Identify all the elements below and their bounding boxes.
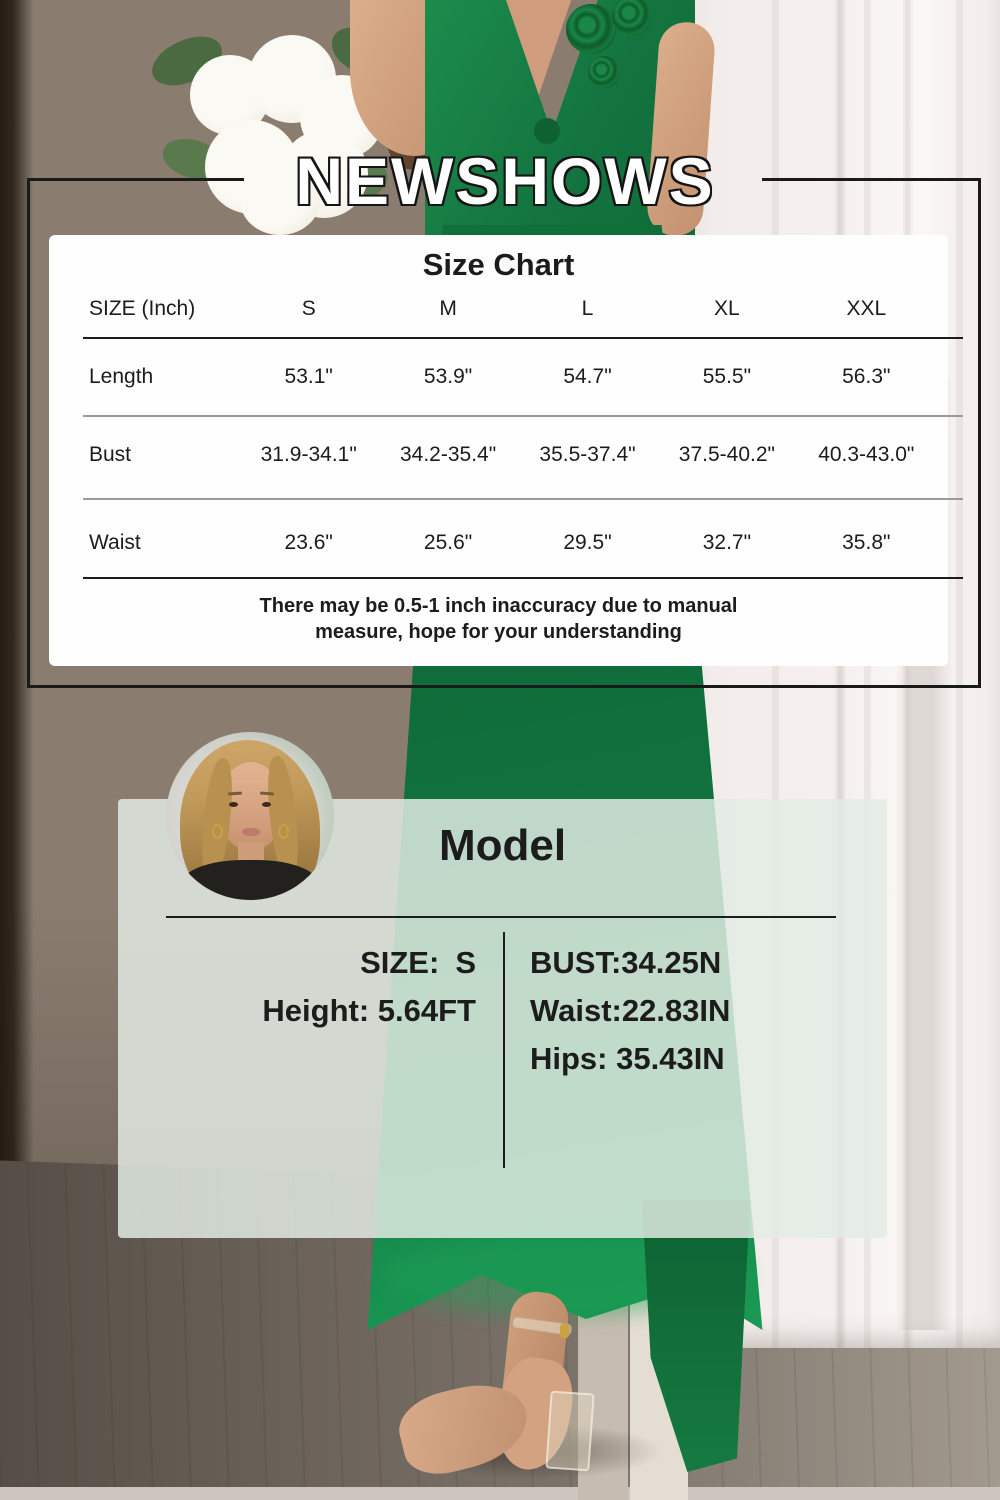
cell-value: 54.7" xyxy=(563,365,612,388)
column-header-s: S xyxy=(301,297,316,320)
model-size-value: S xyxy=(455,945,476,980)
model-size-label: SIZE: xyxy=(360,945,440,980)
column-header-xl: XL xyxy=(714,297,740,320)
cell-value: 53.1" xyxy=(284,365,333,388)
model-divider-horizontal xyxy=(166,916,836,918)
cell-value: 56.3" xyxy=(842,365,891,388)
table-row-waist: Waist 23.6" 25.6" 29.5" 32.7" 35.8" xyxy=(89,525,936,561)
dress-rosette xyxy=(588,56,620,88)
portrait-eye xyxy=(262,802,271,807)
model-stats-left: SIZE: S Height: 5.64FT xyxy=(128,939,476,1035)
bouquet-flower xyxy=(240,165,320,235)
row-label: Waist xyxy=(89,531,141,554)
disclaimer-line-1: There may be 0.5-1 inch inaccuracy due t… xyxy=(259,595,738,617)
cell-value: 32.7" xyxy=(702,531,752,554)
model-section-title: Model xyxy=(438,821,567,870)
model-height: Height: 5.64FT xyxy=(262,993,476,1028)
cell-value: 40.3-43.0" xyxy=(818,443,915,466)
dress-rosette xyxy=(612,0,652,36)
background-floor-edge xyxy=(0,1487,1000,1500)
size-chart-title: Size Chart xyxy=(422,247,575,282)
portrait-lips xyxy=(242,828,260,836)
portrait-clothing xyxy=(182,860,318,900)
portrait-earring xyxy=(278,824,289,839)
column-header-xxl: XXL xyxy=(846,297,887,320)
cell-value: 35.5-37.4" xyxy=(539,443,636,466)
model-bust: BUST:34.25N xyxy=(530,945,722,980)
model-divider-vertical xyxy=(503,932,505,1168)
size-chart-header-row: SIZE (Inch) S M L XL XXL xyxy=(89,292,936,326)
model-waist: Waist:22.83IN xyxy=(530,993,731,1028)
dress-rosette xyxy=(566,4,616,54)
heel-buckle xyxy=(560,1324,569,1338)
clear-heel xyxy=(545,1390,595,1472)
dress-knot xyxy=(534,118,560,144)
table-rule xyxy=(83,498,963,500)
cell-value: 23.6" xyxy=(284,531,333,554)
table-row-bust: Bust 31.9-34.1" 34.2-35.4" 35.5-37.4" 37… xyxy=(89,437,936,473)
model-portrait xyxy=(166,732,334,900)
size-chart-unit-header: SIZE (Inch) xyxy=(89,297,196,320)
table-rule xyxy=(83,577,963,579)
model-hips: Hips: 35.43IN xyxy=(530,1041,725,1076)
size-chart-panel: Size Chart SIZE (Inch) S M L XL XXL Leng… xyxy=(49,235,963,666)
frame-right xyxy=(978,178,981,688)
cell-value: 25.6" xyxy=(423,531,473,554)
row-label: Bust xyxy=(89,443,132,466)
cell-value: 53.9" xyxy=(423,365,473,388)
portrait-earring xyxy=(212,824,223,839)
disclaimer-line-2: measure, hope for your understanding xyxy=(315,621,682,643)
frame-top-right xyxy=(762,178,981,181)
cell-value: 34.2-35.4" xyxy=(399,443,497,466)
row-label: Length xyxy=(89,365,154,388)
portrait-eye xyxy=(229,802,238,807)
cell-value: 29.5" xyxy=(563,531,612,554)
size-chart-disclaimer: There may be 0.5-1 inch inaccuracy due t… xyxy=(49,593,948,645)
column-header-m: M xyxy=(439,297,457,320)
table-rule xyxy=(83,415,963,417)
frame-left xyxy=(27,178,30,688)
cell-value: 37.5-40.2" xyxy=(678,443,775,466)
frame-top-left xyxy=(27,178,244,181)
column-header-l: L xyxy=(581,297,594,320)
table-row-length: Length 53.1" 53.9" 54.7" 55.5" 56.3" xyxy=(89,359,936,395)
model-stats-right: BUST:34.25N Waist:22.83IN Hips: 35.43IN xyxy=(530,939,875,1083)
model-size-line: SIZE: S xyxy=(128,939,476,987)
brand-title: NEWSHOWS xyxy=(293,144,715,218)
cell-value: 31.9-34.1" xyxy=(260,443,357,466)
frame-bottom xyxy=(27,685,981,688)
table-rule xyxy=(83,337,963,339)
cell-value: 35.8" xyxy=(842,531,891,554)
cell-value: 55.5" xyxy=(702,365,752,388)
